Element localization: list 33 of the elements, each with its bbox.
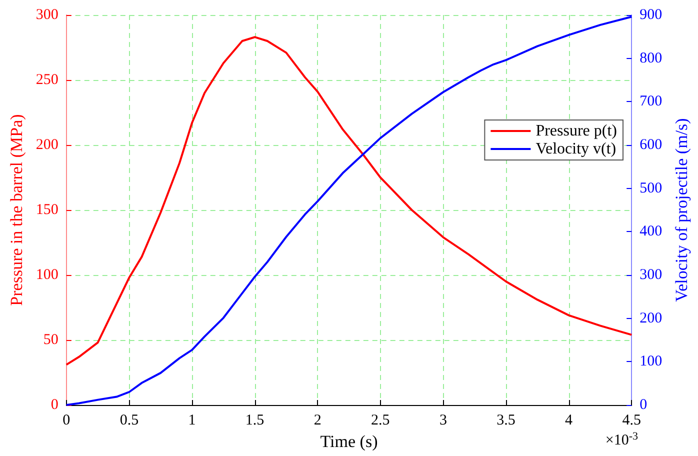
y2-tick-label: 400 bbox=[640, 224, 662, 240]
x-tick-label: 1 bbox=[188, 412, 196, 428]
y-tick-label: 200 bbox=[36, 137, 58, 153]
x-tick-label: 4.5 bbox=[622, 412, 641, 428]
x-tick-label: 0.5 bbox=[120, 412, 139, 428]
x-tick-label: 3.5 bbox=[496, 412, 516, 428]
y-tick-label: 300 bbox=[36, 7, 58, 23]
x-tick-label: 1.5 bbox=[245, 412, 264, 428]
x-tick-label: 4 bbox=[565, 412, 574, 428]
y-tick-label: 0 bbox=[50, 397, 58, 413]
y-tick-label: 250 bbox=[36, 72, 58, 88]
y2-tick-label: 600 bbox=[640, 137, 662, 153]
x-axis-title: Time (s) bbox=[320, 432, 378, 451]
y2-axis-title: Velocity of projectile (m/s) bbox=[672, 118, 691, 302]
y2-tick-label: 800 bbox=[640, 50, 662, 66]
x-tick-label: 3 bbox=[439, 412, 447, 428]
y-tick-label: 100 bbox=[36, 267, 58, 283]
legend-label: Pressure p(t) bbox=[536, 122, 617, 140]
y-tick-label: 150 bbox=[36, 202, 58, 218]
x-tick-label: 0 bbox=[62, 412, 70, 428]
line-series bbox=[65, 36, 633, 366]
legend-label: Velocity v(t) bbox=[536, 140, 616, 158]
y-axis-title: Pressure in the barrel (MPa) bbox=[7, 114, 26, 306]
y2-tick-label: 100 bbox=[640, 354, 662, 370]
y2-tick-label: 700 bbox=[640, 94, 662, 110]
y-tick-label: 50 bbox=[43, 332, 58, 348]
y2-tick-label: 0 bbox=[640, 397, 648, 413]
y2-tick-label: 300 bbox=[640, 267, 662, 283]
y2-tick-label: 200 bbox=[640, 310, 662, 326]
x-tick-label: 2.5 bbox=[371, 412, 390, 428]
x-tick-label: 2 bbox=[314, 412, 322, 428]
y2-tick-label: 900 bbox=[640, 7, 662, 23]
y2-tick-label: 500 bbox=[640, 180, 662, 196]
